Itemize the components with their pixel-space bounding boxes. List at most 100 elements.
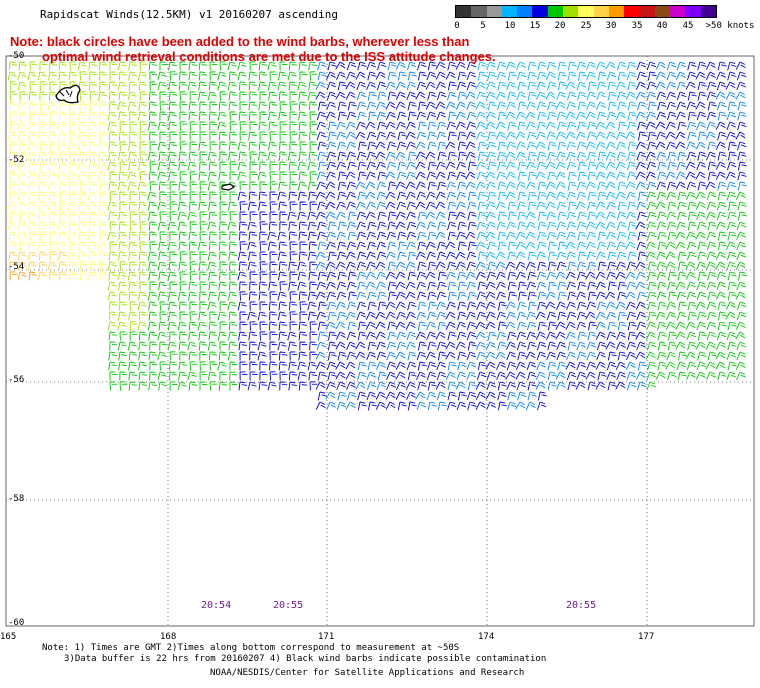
wind-barb xyxy=(666,181,677,191)
wind-barb xyxy=(357,161,367,171)
wind-barb xyxy=(506,81,516,90)
wind-barb xyxy=(417,231,427,241)
wind-barb xyxy=(19,111,28,121)
wind-barb xyxy=(357,271,367,281)
wind-barb xyxy=(725,311,736,320)
wind-barb xyxy=(705,61,716,70)
wind-barb xyxy=(278,241,288,251)
wind-barb xyxy=(317,61,327,71)
wind-barb xyxy=(229,231,238,241)
wind-barb xyxy=(447,381,457,391)
wind-barb xyxy=(647,281,657,291)
wind-barb xyxy=(158,151,168,161)
wind-barb xyxy=(457,221,467,231)
wind-barb xyxy=(505,301,516,310)
wind-barb xyxy=(119,371,128,381)
wind-barb xyxy=(687,131,697,141)
wind-barb xyxy=(39,101,48,111)
wind-barb xyxy=(228,331,237,341)
wind-barb xyxy=(208,271,217,281)
wind-barb xyxy=(159,231,168,241)
wind-barb xyxy=(396,141,407,151)
wind-barb xyxy=(676,291,687,301)
wind-barb xyxy=(178,231,188,241)
wind-barb xyxy=(19,241,28,251)
wind-barb xyxy=(586,301,597,311)
wind-barb xyxy=(308,271,317,281)
wind-barb xyxy=(485,231,496,240)
wind-barb xyxy=(219,201,228,211)
wind-barb xyxy=(605,191,616,200)
wind-barb xyxy=(496,291,506,301)
wind-barb xyxy=(315,211,326,220)
wind-barb xyxy=(229,191,238,201)
wind-barb xyxy=(695,301,706,310)
wind-barb xyxy=(566,191,577,201)
wind-barb xyxy=(646,161,657,171)
wind-barb xyxy=(456,171,467,181)
wind-barb xyxy=(139,281,148,291)
wind-barb xyxy=(307,181,317,191)
wind-barb xyxy=(199,281,208,291)
wind-barb xyxy=(557,361,567,371)
wind-barb xyxy=(426,321,436,330)
wind-barb xyxy=(727,141,737,151)
wind-barb xyxy=(178,181,188,191)
wind-barb xyxy=(606,231,616,241)
wind-barb xyxy=(677,251,687,261)
wind-barb xyxy=(605,221,616,230)
wind-barb xyxy=(457,291,467,301)
wind-barb xyxy=(376,191,387,201)
wind-barb xyxy=(67,251,77,261)
wind-barb xyxy=(466,111,477,121)
wind-barb xyxy=(117,311,127,321)
wind-barb xyxy=(279,211,288,221)
wind-barb xyxy=(138,351,147,361)
wind-barb xyxy=(28,91,38,101)
latitude-label: -50 xyxy=(8,51,25,61)
wind-barb xyxy=(715,261,726,270)
wind-barb xyxy=(605,121,616,130)
wind-barb xyxy=(395,301,406,310)
wind-barb xyxy=(317,71,327,81)
wind-barb xyxy=(465,171,476,180)
wind-barb xyxy=(356,261,367,271)
wind-barb xyxy=(128,311,137,321)
wind-barb xyxy=(716,201,727,211)
wind-barb xyxy=(677,191,687,201)
wind-barb xyxy=(346,341,356,351)
wind-barb xyxy=(289,101,298,111)
wind-barb xyxy=(218,171,228,181)
wind-barb xyxy=(169,211,178,221)
wind-barb xyxy=(315,361,326,370)
wind-barb xyxy=(537,321,547,331)
wind-barb xyxy=(139,131,148,141)
wind-barb xyxy=(208,281,218,291)
wind-barb xyxy=(158,181,168,191)
wind-barb xyxy=(546,61,557,71)
wind-barb xyxy=(288,81,298,91)
wind-barb xyxy=(566,281,577,291)
wind-barb xyxy=(706,301,717,311)
wind-barb xyxy=(726,191,737,201)
wind-barb xyxy=(675,131,686,140)
colorbar-label: 10 xyxy=(504,21,516,31)
wind-barb xyxy=(706,311,717,321)
wind-barb xyxy=(587,81,597,91)
wind-barb xyxy=(447,331,457,341)
wind-barb xyxy=(547,151,557,161)
wind-barb xyxy=(615,381,626,390)
wind-barb xyxy=(376,81,387,91)
wind-barb xyxy=(517,171,527,181)
wind-barb xyxy=(247,251,257,261)
wind-barb xyxy=(9,121,18,131)
wind-barb xyxy=(157,331,167,341)
wind-barb xyxy=(149,141,158,151)
wind-barb xyxy=(695,71,706,80)
wind-barb xyxy=(69,271,78,281)
wind-barb xyxy=(685,171,696,180)
wind-barb xyxy=(309,281,318,291)
wind-barb xyxy=(158,241,167,251)
wind-barb xyxy=(237,171,247,181)
wind-barb xyxy=(99,131,108,141)
